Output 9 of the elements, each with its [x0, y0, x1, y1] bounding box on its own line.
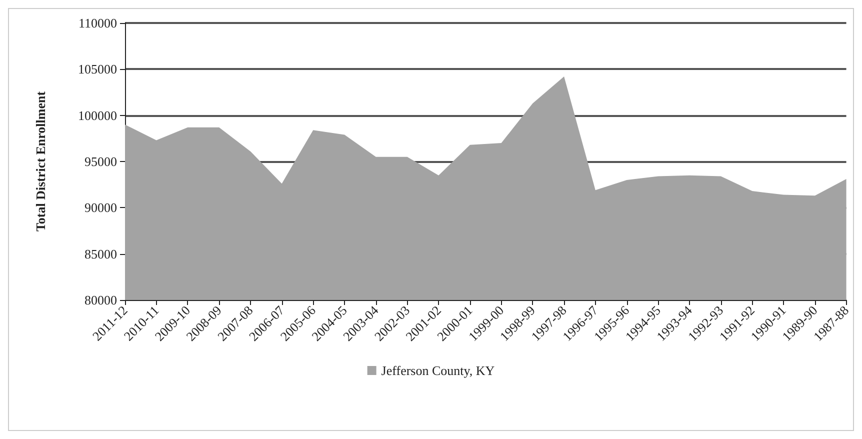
y-tick-label: 110000: [78, 16, 117, 30]
y-tick-label: 80000: [84, 292, 117, 308]
y-tick-label: 85000: [84, 246, 117, 262]
y-tick-label: 95000: [84, 154, 117, 169]
legend-label: Jefferson County, KY: [381, 363, 496, 378]
y-tick-label: 100000: [78, 108, 117, 123]
y-tick-label: 105000: [78, 62, 117, 77]
y-tick-label: 90000: [84, 200, 117, 216]
y-axis-title: Total District Enrollment: [33, 90, 48, 232]
